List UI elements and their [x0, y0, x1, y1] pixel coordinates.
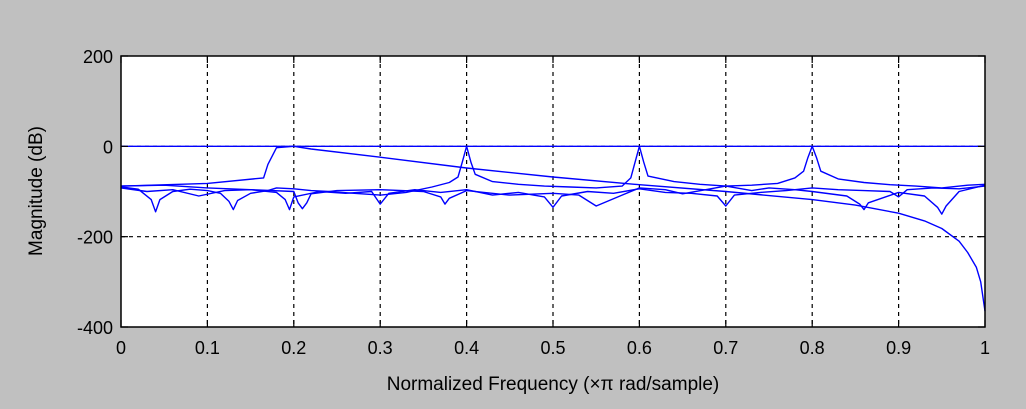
x-tick-labels: 0 0.1 0.2 0.3 0.4 0.5 0.6 0.7 0.8 0.9 1 — [116, 338, 990, 358]
x-tick-label: 0.1 — [195, 338, 220, 358]
x-tick-label: 0.3 — [368, 338, 393, 358]
x-tick-label: 0.9 — [886, 338, 911, 358]
series-line-4 — [120, 184, 986, 215]
y-tick-labels: -400 -200 0 200 — [77, 47, 113, 338]
y-tick-label: -400 — [77, 318, 113, 338]
y-tick-label: -200 — [77, 228, 113, 248]
y-tick-label: 0 — [103, 137, 113, 157]
x-tick-label: 0 — [116, 338, 126, 358]
x-tick-label: 1 — [980, 338, 990, 358]
series-group — [120, 145, 986, 312]
y-tick-label: 200 — [83, 47, 113, 67]
x-tick-label: 0.4 — [454, 338, 479, 358]
x-tick-label: 0.8 — [800, 338, 825, 358]
series-line-2 — [120, 145, 986, 312]
series-line-3 — [120, 145, 986, 213]
y-axis-label: Magnitude (dB) — [26, 126, 47, 256]
x-tick-label: 0.5 — [540, 338, 565, 358]
x-tick-label: 0.2 — [281, 338, 306, 358]
x-tick-label: 0.6 — [627, 338, 652, 358]
series-line-5 — [120, 185, 986, 211]
x-tick-label: 0.7 — [713, 338, 738, 358]
x-axis-label: Normalized Frequency (×π rad/sample) — [387, 374, 720, 395]
tick-marks — [120, 55, 986, 328]
